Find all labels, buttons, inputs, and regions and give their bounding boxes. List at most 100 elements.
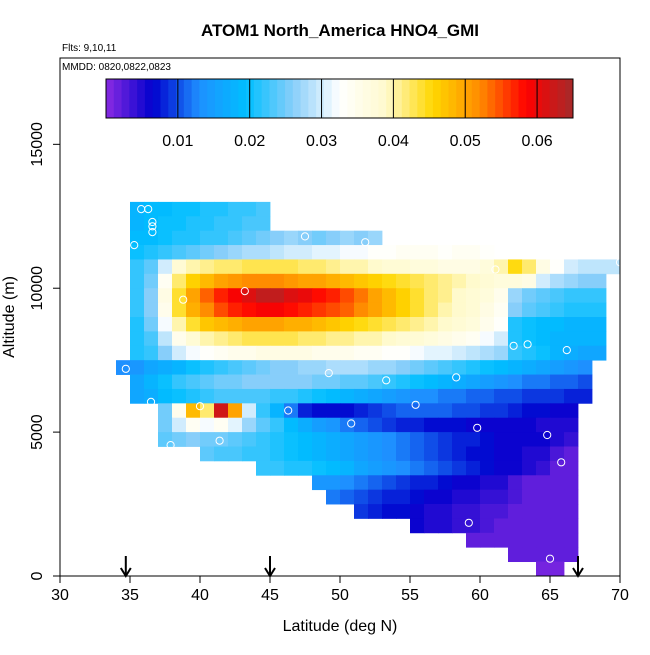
flights-label: Flts: 9,10,11 [62,43,117,54]
heatmap-cell [494,388,509,404]
flight-point [491,265,500,274]
heatmap-cell [312,273,327,289]
colorbar-segment [347,79,356,118]
heatmap-cell [410,288,425,304]
heatmap-cell [228,446,243,462]
heatmap-cell [452,403,467,419]
heatmap-cell [172,317,187,332]
colorbar-segment [277,79,286,118]
heatmap-cell [326,230,341,246]
heatmap-cell [200,374,215,390]
heatmap-cell [172,259,187,275]
heatmap-cell [326,388,341,404]
heatmap-cell [522,475,537,491]
heatmap-cell [452,417,467,433]
heatmap-cell [368,489,383,505]
heatmap-cell [270,360,285,375]
heatmap-cell [536,360,551,375]
colorbar-segment [393,79,403,118]
y-tick-label: 0 [29,571,46,580]
heatmap-cell [368,374,383,390]
heatmap-cell [242,230,257,246]
heatmap-cell [480,374,495,390]
heatmap-cell [508,259,523,275]
heatmap-cell [396,259,411,275]
heatmap-cell [452,259,467,275]
flight-point [473,423,482,432]
heatmap-cell [200,216,215,232]
heatmap-cell [130,317,145,332]
heatmap-cell [522,331,537,347]
heatmap-cell [494,432,509,447]
heatmap-cell [578,288,593,304]
flight-point [166,441,175,450]
heatmap-cell [158,302,173,318]
heatmap-cell [172,388,187,404]
heatmap-cell [382,417,397,433]
heatmap-cell [298,302,313,318]
heatmap-cell [522,547,537,563]
colorbar-segment [308,79,317,118]
flight-point [148,217,157,227]
heatmap-cell [410,518,425,534]
heatmap-cell [144,259,159,275]
heatmap-cell [480,532,495,548]
heatmap-cell [382,504,397,519]
heatmap-cell [536,273,551,289]
heatmap-cell [242,417,257,433]
heatmap-cell [270,230,285,246]
colorbar-segment [339,79,348,118]
heatmap-cell [340,317,355,332]
heatmap-cell [326,288,341,304]
heatmap-cell [130,345,145,361]
heatmap-cell [438,259,453,275]
flight-point [452,373,461,382]
heatmap-cell [536,504,551,519]
heatmap-cell [522,273,537,289]
heatmap-cell [550,489,565,505]
heatmap-cell [130,288,145,304]
heatmap-cell [466,489,481,505]
heatmap-cell [214,417,229,433]
heatmap-cell [592,302,607,318]
flight-point [324,369,333,378]
heatmap-cell [172,360,187,375]
heatmap-cell [340,475,355,491]
heatmap-cell [466,331,481,347]
heatmap-cell [564,532,579,548]
heatmap-cell [270,417,285,433]
x-tick-label: 70 [611,587,629,604]
heatmap-cell [270,446,285,462]
heatmap-cell [550,374,565,390]
heatmap-cell [536,532,551,548]
heatmap-cell [284,374,299,390]
heatmap-cell [382,432,397,447]
heatmap-cell [368,317,383,332]
heatmap-cell [340,388,355,404]
heatmap-cell [452,460,467,476]
heatmap-cell [326,489,341,505]
flight-point [179,295,188,304]
heatmap-cell [270,317,285,332]
heatmap-cell [340,460,355,476]
heatmap-cell [564,388,579,404]
heatmap-cell [424,360,439,375]
heatmap-cell [326,302,341,318]
colorbar-segment [176,79,185,118]
heatmap-cell [382,288,397,304]
heatmap-cell [578,302,593,318]
heatmap-cell [466,432,481,447]
heatmap-cell [508,532,523,548]
heatmap-cell [144,345,159,361]
colorbar-segment [285,79,294,118]
heatmap-cell [298,446,313,462]
heatmap-cell [242,446,257,462]
heatmap-cell [508,273,523,289]
heatmap-cell [550,547,565,563]
heatmap-cell [228,245,243,260]
heatmap-cell [368,504,383,519]
heatmap-cell [228,360,243,375]
colorbar-segment [534,79,543,118]
heatmap-cell [284,273,299,289]
heatmap-cell [452,518,467,534]
